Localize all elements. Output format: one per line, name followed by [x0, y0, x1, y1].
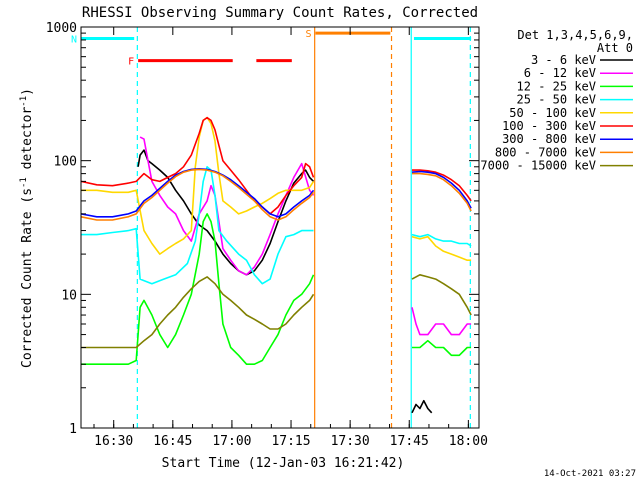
legend-label-8: 7000 - 15000 keV — [480, 159, 596, 173]
legend-label-7: 800 - 7000 keV — [495, 145, 596, 159]
x-tick-label-3: 17:15 — [271, 434, 310, 449]
legend-header-line-1: Det 1,3,4,5,6,9, — [517, 28, 633, 42]
post-gap-series-1 — [411, 307, 472, 336]
x-tick-label-2: 17:00 — [212, 434, 251, 449]
x-tick-label-1: 16:45 — [153, 434, 192, 449]
legend-label-1: 6 - 12 keV — [524, 66, 596, 80]
post-gap-series-2 — [412, 339, 472, 357]
x-tick-label-4: 17:30 — [331, 434, 370, 449]
post-gap-series-3 — [411, 233, 472, 247]
y-axis-label: Corrected Count Rate (s-1 detector-1) — [19, 88, 35, 368]
pre-gap-series-8 — [81, 276, 315, 349]
y-tick-label-1: 10 — [61, 288, 77, 303]
x-tick-label-0: 16:30 — [94, 434, 133, 449]
post-gap-series-5 — [412, 169, 472, 202]
post-gap-series-0 — [411, 399, 433, 414]
legend-label-4: 50 - 100 keV — [509, 106, 596, 120]
post-gap-series-8 — [411, 273, 472, 316]
pre-gap-series-2 — [81, 213, 315, 366]
flag-f-label: F — [128, 57, 134, 68]
plot-frame — [80, 26, 480, 429]
x-tick-label-6: 18:00 — [449, 434, 488, 449]
legend-header-line-2: Att 0 — [597, 41, 633, 55]
x-tick-label-5: 17:45 — [390, 434, 429, 449]
post-gap-series-6 — [411, 170, 472, 209]
legend-label-5: 100 - 300 keV — [502, 119, 596, 133]
legend-label-6: 300 - 800 keV — [502, 132, 596, 146]
chart-title: RHESSI Observing Summary Count Rates, Co… — [82, 5, 478, 21]
post-gap-series-7 — [412, 172, 472, 212]
y-tick-label-0: 1 — [69, 422, 77, 437]
pre-gap-series-7 — [80, 168, 315, 221]
y-tick-label-3: 1000 — [46, 21, 77, 36]
plot-area: N F S — [71, 27, 472, 428]
legend-label-3: 25 - 50 keV — [517, 93, 596, 107]
pre-gap-series-4 — [81, 116, 315, 255]
pre-gap-series-1 — [139, 136, 315, 276]
x-axis-label: Start Time (12-Jan-03 16:21:42) — [162, 456, 405, 471]
legend-label-2: 12 - 25 keV — [517, 79, 596, 93]
y-tick-label-2: 100 — [54, 155, 77, 170]
post-gap-series-4 — [411, 235, 472, 262]
flag-n-label: N — [71, 35, 77, 46]
pre-gap-series-5 — [80, 116, 315, 215]
axis-ticks: 16:30 16:45 17:00 17:15 17:30 17:45 18:00 1 10 10… — [46, 21, 488, 449]
flag-s-label: S — [305, 29, 311, 40]
legend-label-0: 3 - 6 keV — [531, 53, 596, 67]
footer-date: 14-Oct-2021 03:27 — [544, 469, 636, 479]
